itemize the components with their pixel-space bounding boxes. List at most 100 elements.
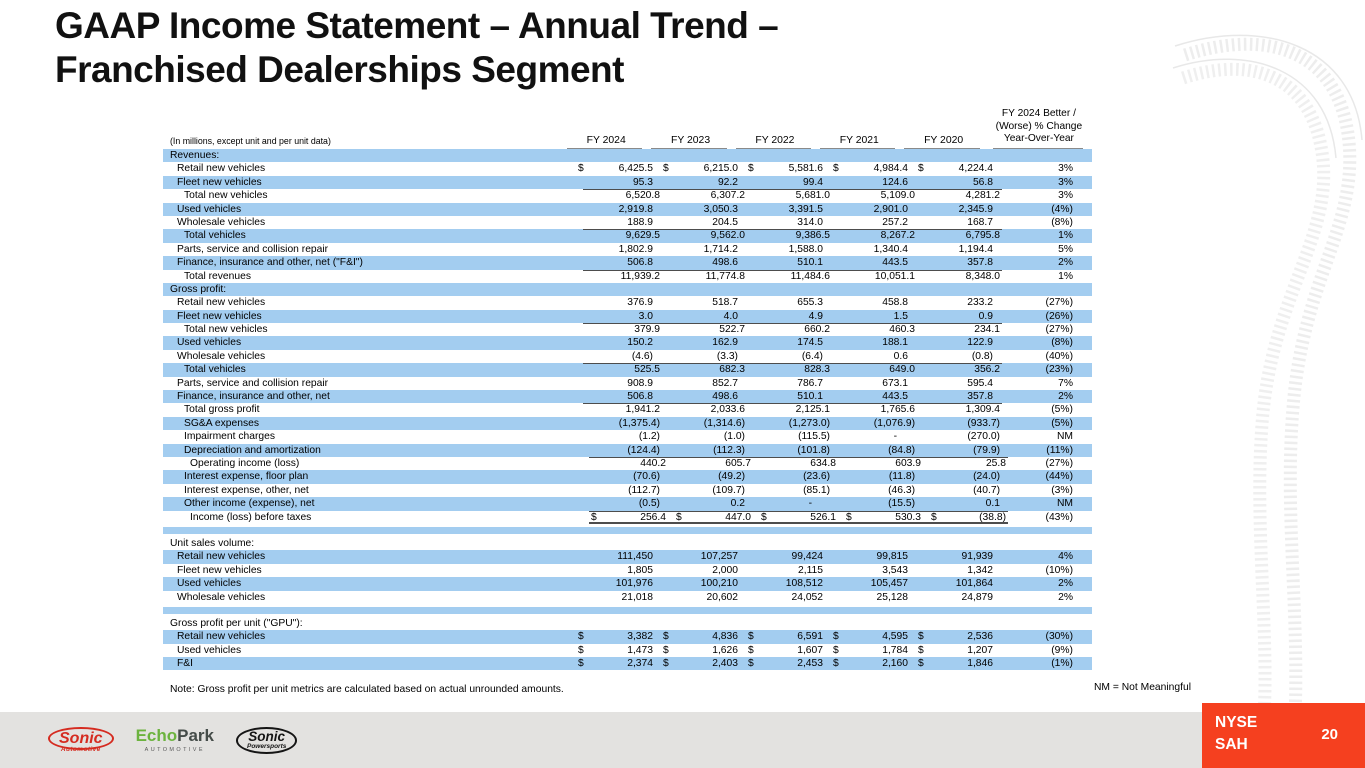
row-values: (4.6) (3.3) (6.4) 0.6 (0.8) <box>574 350 999 363</box>
table-row: Finance, insurance and other, net 506.8 49… <box>163 390 1092 404</box>
value-cell: 6,795.8 <box>921 229 1006 242</box>
dollar-sign <box>574 296 590 309</box>
dollar-sign <box>829 350 845 363</box>
cell-value: 603.9 <box>895 457 921 469</box>
dollar-sign <box>567 149 583 162</box>
value-cell: 107,257 <box>659 550 744 563</box>
change-value: 2% <box>1058 257 1073 269</box>
sonic-powersports-logo: Sonic Powersports <box>236 726 298 754</box>
cell-value: 6,307.2 <box>710 190 745 202</box>
value-cell <box>737 149 822 162</box>
dollar-sign <box>751 470 767 483</box>
value-cell: 1,941.2 <box>581 403 666 416</box>
change-value: (5%) <box>1051 404 1073 416</box>
cell-value: 124.6 <box>882 176 908 188</box>
cell-value: 357.8 <box>967 391 993 403</box>
dollar-sign <box>737 149 753 162</box>
cell-value: 1,207 <box>967 644 993 656</box>
value-cell: (6.4) <box>744 350 829 363</box>
change-value: (9%) <box>1051 644 1073 656</box>
dollar-sign: $ <box>663 658 669 670</box>
value-cell: 3,543 <box>829 564 914 577</box>
row-label: Total new vehicles <box>184 190 268 202</box>
cell-value <box>838 537 907 550</box>
dollar-sign <box>921 363 937 376</box>
dollar-sign <box>829 256 845 269</box>
change-value: (27%) <box>1045 297 1073 309</box>
value-cell: 3,391.5 <box>744 203 829 216</box>
cell-value: 257.2 <box>882 216 908 228</box>
dollar-sign <box>829 591 845 604</box>
sonic-powersports-wordmark: Sonic <box>248 728 286 744</box>
value-cell: $3,382 <box>574 630 659 643</box>
dollar-sign: $ <box>748 631 754 643</box>
row-values: $2,374 $2,403 $2,453 $2,160 $1,846 <box>574 657 999 670</box>
dollar-sign: $ <box>748 163 754 175</box>
dollar-sign <box>829 550 845 563</box>
cell-value: 1,342 <box>967 564 993 576</box>
table-row: SG&A expenses (1,375.4) (1,314.6) (1,273.0)… <box>163 416 1092 431</box>
row-values <box>567 537 992 550</box>
dollar-sign <box>574 591 590 604</box>
value-cell: (79.9) <box>921 444 1006 457</box>
row-values: 525.5 682.3 828.3 649.0 356.2 <box>581 363 1006 376</box>
value-cell <box>737 617 822 630</box>
change-value: (11%) <box>1046 444 1073 456</box>
value-cell <box>652 283 737 296</box>
dollar-sign <box>914 377 930 390</box>
row-label: Used vehicles <box>177 337 242 349</box>
cell-value: 99,815 <box>876 551 909 563</box>
cell-value: 2,536 <box>967 631 993 643</box>
cell-value: 122.9 <box>967 337 993 349</box>
cell-value: 3,050.3 <box>703 203 738 215</box>
column-header-change: FY 2024 Better / (Worse) % Change Year-O… <box>986 108 1092 149</box>
value-cell: 188.9 <box>574 216 659 229</box>
value-cell: 660.2 <box>751 323 836 336</box>
table-row: Depreciation and amortization (124.4) (112… <box>163 443 1092 457</box>
cell-value: 5,109.0 <box>880 190 915 202</box>
cell-value: 2,345.9 <box>958 203 993 215</box>
dollar-sign <box>921 417 937 430</box>
dollar-sign <box>751 497 767 510</box>
row-values: 150.2 162.9 174.5 188.1 122.9 <box>574 336 999 349</box>
value-cell: (40.7) <box>921 484 1006 497</box>
value-cell: 0.2 <box>666 497 751 510</box>
dollar-sign <box>744 243 760 256</box>
value-cell: 518.7 <box>659 296 744 309</box>
value-cell: (11.8) <box>836 470 921 483</box>
row-label: Parts, service and collision repair <box>177 243 329 255</box>
cell-value: 108,512 <box>785 578 823 590</box>
cell-value <box>923 149 992 162</box>
cell-value: (0.5) <box>638 498 660 510</box>
row-label: Finance, insurance and other, net <box>177 391 330 403</box>
dollar-sign <box>751 403 767 416</box>
table-row: Fleet new vehicles 95.3 92.2 99.4 124.6 56.8 3… <box>163 175 1092 190</box>
cell-value: 162.9 <box>712 337 738 349</box>
value-cell: - <box>751 497 836 510</box>
change-value <box>992 283 1092 296</box>
row-values: 21,018 20,602 24,052 25,128 24,879 <box>574 591 999 604</box>
cell-value <box>753 537 822 550</box>
dollar-sign <box>581 417 597 430</box>
dollar-sign <box>567 283 583 296</box>
cell-value: 91,939 <box>961 551 994 563</box>
dollar-sign <box>652 283 668 296</box>
dollar-sign <box>907 149 923 162</box>
value-cell <box>822 283 907 296</box>
change-value: 5% <box>1058 243 1073 255</box>
value-cell: (109.7) <box>666 484 751 497</box>
dollar-sign: $ <box>663 644 669 656</box>
dollar-sign <box>829 336 845 349</box>
cell-value: 605.7 <box>725 457 751 469</box>
dollar-sign <box>836 484 852 497</box>
row-values <box>567 149 992 162</box>
value-cell: 10,051.1 <box>836 270 921 283</box>
cell-value: 111,450 <box>617 551 653 563</box>
dollar-sign <box>822 537 838 550</box>
dollar-sign: $ <box>578 644 584 656</box>
cell-value: 6,795.8 <box>965 230 1000 242</box>
row-label: Operating income (loss) <box>190 457 300 469</box>
value-cell: $4,224.4 <box>914 162 999 175</box>
table-row: Retail new vehicles $3,382 $4,836 $6,591 $4,… <box>163 630 1092 644</box>
cell-value: 0.9 <box>978 310 993 322</box>
